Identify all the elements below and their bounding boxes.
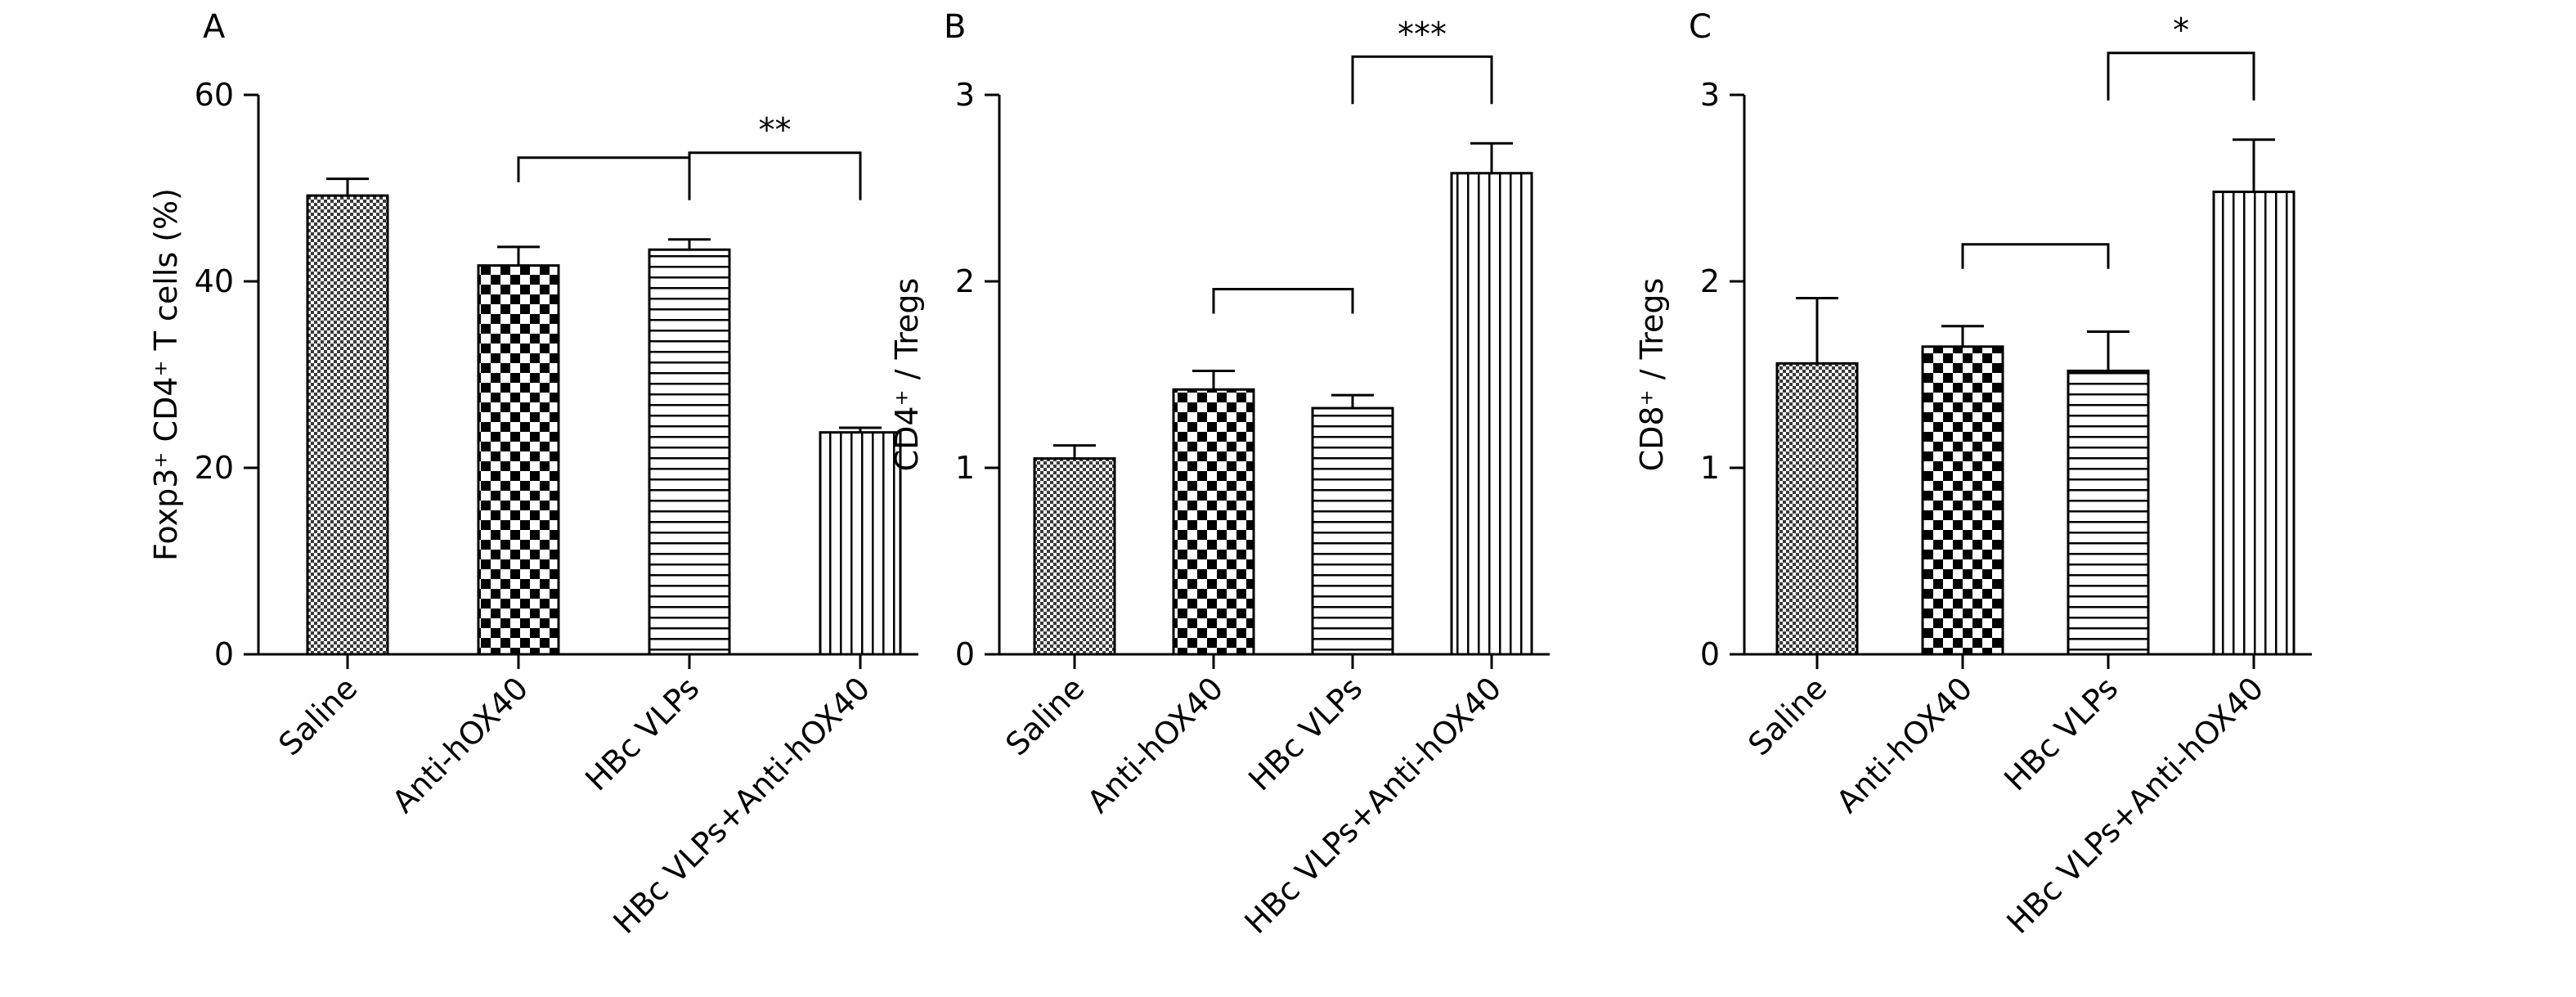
chart-panel-a: A 0 20 40 60 Foxp3⁺ CD4⁺ T cells (%) Saline Ant… xyxy=(148,8,918,941)
y-tick-label: 3 xyxy=(1700,77,1720,113)
y-tick-label: 1 xyxy=(1700,450,1720,486)
category-label: Anti-hOX40 xyxy=(1080,670,1230,820)
panel-label: C xyxy=(1689,8,1712,46)
significance-bracket xyxy=(1961,243,2110,269)
y-tick-label: 20 xyxy=(195,450,234,486)
y-tick-label: 0 xyxy=(214,636,234,672)
category-label: Anti-hOX40 xyxy=(385,670,535,820)
y-tick-label: 40 xyxy=(195,263,234,299)
category-label: HBc VLPs+Anti-hOX40 xyxy=(2000,670,2271,941)
category-label: Saline xyxy=(1741,670,1833,762)
bar-4 xyxy=(2212,191,2296,656)
bar-4 xyxy=(1450,172,1533,656)
y-axis-label: CD8⁺ / Tregs xyxy=(1634,278,1670,472)
bar-2 xyxy=(1172,388,1255,656)
y-tick-label: 60 xyxy=(195,77,234,113)
category-label: HBc VLPs+Anti-hOX40 xyxy=(1238,670,1509,941)
bar-3 xyxy=(2067,369,2150,656)
bar-3 xyxy=(1311,406,1394,656)
significance-bracket xyxy=(1212,287,1354,314)
bar-2 xyxy=(477,264,560,656)
significance-bracket xyxy=(688,151,862,200)
bar-1 xyxy=(1775,362,1859,656)
y-axis-label: Foxp3⁺ CD4⁺ T cells (%) xyxy=(148,188,184,561)
bar-2 xyxy=(1921,345,2004,656)
y-tick-label: 2 xyxy=(955,263,975,299)
panel-label: B xyxy=(944,8,966,46)
significance-bracket xyxy=(517,156,691,182)
category-label: Anti-hOX40 xyxy=(1829,670,1979,820)
y-axis-label: CD4⁺ / Tregs xyxy=(889,278,925,472)
y-tick-label: 0 xyxy=(1700,636,1720,672)
bar-1 xyxy=(306,194,389,656)
y-tick-label: 3 xyxy=(955,77,975,113)
bar-4 xyxy=(819,431,902,656)
y-tick-label: 2 xyxy=(1700,263,1720,299)
significance-bracket xyxy=(2107,52,2255,101)
category-label: Saline xyxy=(999,670,1091,762)
bar-1 xyxy=(1033,457,1116,656)
category-label: HBc VLPs xyxy=(1241,670,1369,797)
panel-label: A xyxy=(203,8,226,46)
significance-label: * xyxy=(2173,12,2189,50)
category-label: Saline xyxy=(272,670,364,762)
y-tick-label: 1 xyxy=(955,450,975,486)
category-label: HBc VLPs xyxy=(1997,670,2125,797)
significance-label: ** xyxy=(759,112,792,150)
significance-label: *** xyxy=(1398,16,1447,53)
bar-3 xyxy=(648,248,731,656)
significance-bracket xyxy=(1351,55,1493,105)
category-label: HBc VLPs xyxy=(578,670,706,797)
y-tick-label: 0 xyxy=(955,636,975,672)
